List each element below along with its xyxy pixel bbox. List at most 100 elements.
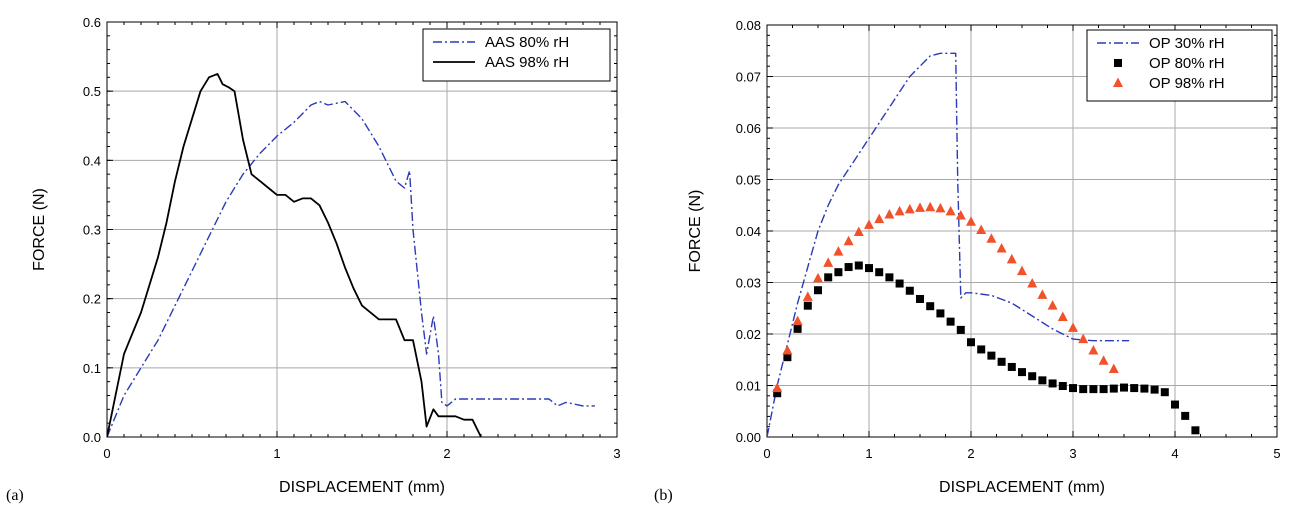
series-op-80-rh-point [875,268,884,277]
y-tick-label: 0.02 [736,327,761,342]
y-tick-label: 0.05 [736,173,761,188]
series-op-98-rh-point [986,233,997,243]
series-op-80-rh-point [1007,362,1016,371]
series-op-98-rh-point [1068,322,1078,332]
series-op-80-rh-point [1038,376,1047,385]
series-op-80-rh-point [803,301,812,310]
series-op-80-rh-point [1028,372,1037,381]
series-op-80-rh-point [885,273,894,282]
y-tick-label: 0.04 [736,224,761,239]
series-op-80-rh-point [773,389,782,398]
series-aas-80-rh-line [107,100,595,437]
x-tick-label: 2 [443,446,450,461]
y-tick-label: 0.4 [83,153,101,168]
y-tick-label: 0.03 [736,276,761,291]
panel-label: (a) [6,487,24,504]
series-op-80-rh-point [1160,388,1169,397]
series-op-80-rh-point [865,264,873,273]
series-op-80-rh-point [1018,368,1026,377]
series-op-80-rh-point [1109,384,1118,393]
series-op-98-rh-point [976,224,987,234]
x-tick-label: 3 [1069,446,1076,461]
series-op-98-rh-point [1047,300,1058,310]
series-op-30-rh-line [767,52,1130,437]
series-op-98-rh-point [1057,311,1068,322]
x-tick-label: 0 [763,446,770,461]
series-op-80-rh-point [814,286,822,295]
y-axis-label: FORCE (N) [687,190,704,273]
series-op-80-rh-point [1120,383,1128,392]
series-op-98-rh-point [955,210,966,220]
legend-op-80-rh-swatch [1114,59,1122,67]
series-op-98-rh-point [1108,363,1119,374]
y-tick-label: 0.00 [736,430,761,445]
series-op-98-rh-point [833,246,844,256]
series-op-80-rh-point [1058,382,1067,391]
series-op-98-rh-point [1098,355,1109,365]
series-op-80-rh-point [1079,385,1088,394]
series-op-80-rh-point [946,317,955,326]
series-op-80-rh-point [1130,384,1139,393]
series-op-80-rh-point [1140,384,1149,393]
series-aas-98-rh-line [107,73,482,437]
y-tick-label: 0.1 [83,361,101,376]
legend-op-98-rh-swatch [1113,77,1123,87]
series-op-80-rh-point [844,263,853,272]
series-op-80-rh-point [997,357,1006,366]
series-op-80-rh-point [1171,400,1179,409]
y-tick-label: 0.07 [736,70,761,85]
series-op-80-rh-point [967,338,975,347]
series-op-80-rh-point [783,353,792,362]
series-op-98-rh-point [1027,278,1038,288]
series-op-98-rh-point [874,213,885,224]
x-tick-label: 4 [1171,446,1178,461]
series-op-98-rh-point [853,226,864,237]
series-op-80-rh-point [1191,426,1200,435]
x-tick-label: 0 [103,446,110,461]
series-op-80-rh-point [956,325,965,334]
x-axis-label: DISPLACEMENT (mm) [279,479,445,496]
y-tick-label: 0.0 [83,430,101,445]
series-op-98-rh-point [864,219,874,229]
y-tick-label: 0.6 [83,15,101,30]
series-op-80-rh-point [854,261,863,270]
y-tick-label: 0.01 [736,379,761,394]
y-tick-label: 0.06 [736,121,761,136]
x-tick-label: 1 [865,446,872,461]
series-op-98-rh-point [915,202,925,212]
series-op-98-rh-point [935,202,946,213]
series-op-80-rh-point [895,279,904,288]
series-op-98-rh-point [884,209,895,219]
series-op-98-rh-point [996,243,1007,253]
series-op-80-rh-point [987,351,996,360]
series-op-98-rh-point [904,203,915,214]
series-op-98-rh-point [1017,265,1027,276]
series-op-98-rh-point [1088,344,1099,355]
series-op-98-rh-point [894,205,905,216]
y-tick-label: 0.08 [736,18,761,33]
series-op-80-rh-point [1089,385,1098,394]
series-op-98-rh-point [966,216,976,226]
x-tick-label: 3 [613,446,620,461]
panel-label: (b) [654,487,673,504]
series-op-80-rh-point [793,324,802,333]
y-tick-label: 0.5 [83,84,101,99]
series-op-80-rh-point [977,345,986,354]
y-axis-label: FORCE (N) [31,188,48,271]
legend-op-98-rh-label: OP 98% rH [1149,75,1225,92]
series-op-98-rh-point [1037,289,1048,299]
legend-op-30-rh-label: OP 30% rH [1149,35,1225,52]
series-op-98-rh-point [1006,253,1017,264]
series-op-80-rh-point [905,286,914,295]
series-op-80-rh-point [834,268,843,277]
x-axis-label: DISPLACEMENT (mm) [939,479,1105,496]
series-op-80-rh-point [936,309,945,318]
x-tick-label: 2 [967,446,974,461]
x-tick-label: 5 [1273,446,1280,461]
series-op-80-rh-point [1181,411,1190,420]
series-op-98-rh-point [945,205,956,216]
legend-aas-98-rh-label: AAS 98% rH [485,54,569,71]
series-op-98-rh-point [772,382,783,393]
series-op-80-rh-point [916,294,924,303]
